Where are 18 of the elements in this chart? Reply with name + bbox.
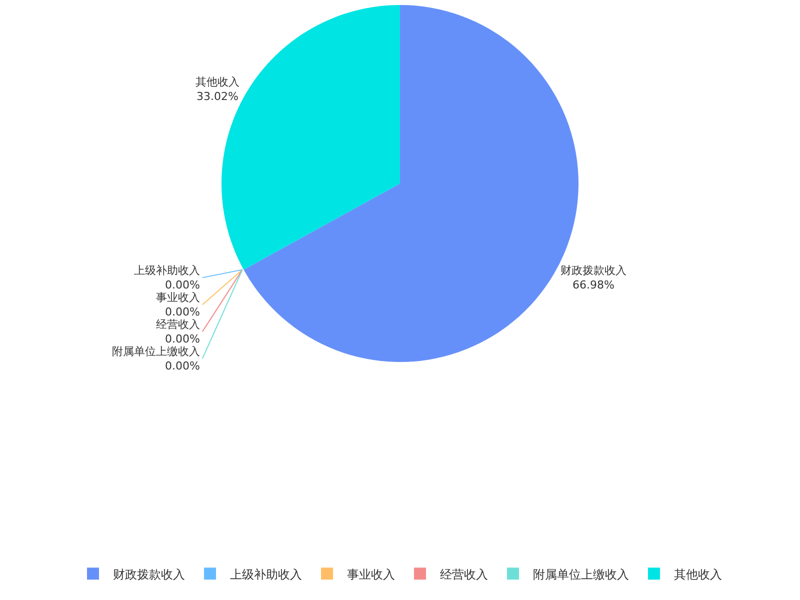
legend-label: 其他收入: [674, 567, 722, 582]
data-label: 66.98%: [572, 278, 614, 292]
legend-label: 财政拨款收入: [113, 567, 185, 582]
slice-label: 其他收入: [195, 76, 240, 89]
legend-label: 事业收入: [347, 567, 395, 582]
text: 0.00%: [165, 305, 200, 318]
category-label: 附属单位上缴收入: [112, 345, 200, 358]
category-label: 经营收入: [156, 318, 200, 331]
data-label: 33.02%: [196, 90, 238, 103]
legend-label: 附属单位上缴收入: [533, 567, 629, 582]
text: 0.00%: [165, 359, 200, 372]
text: 0.00%: [165, 278, 200, 292]
legend-label: 经营收入: [440, 567, 488, 582]
legend-label: 上级补助收入: [230, 567, 302, 582]
category-label: 上级补助收入: [134, 264, 200, 277]
text: 0.00%: [165, 332, 200, 346]
slice-label: 财政拨款收入: [560, 264, 627, 278]
category-label: 事业收入: [156, 291, 200, 304]
